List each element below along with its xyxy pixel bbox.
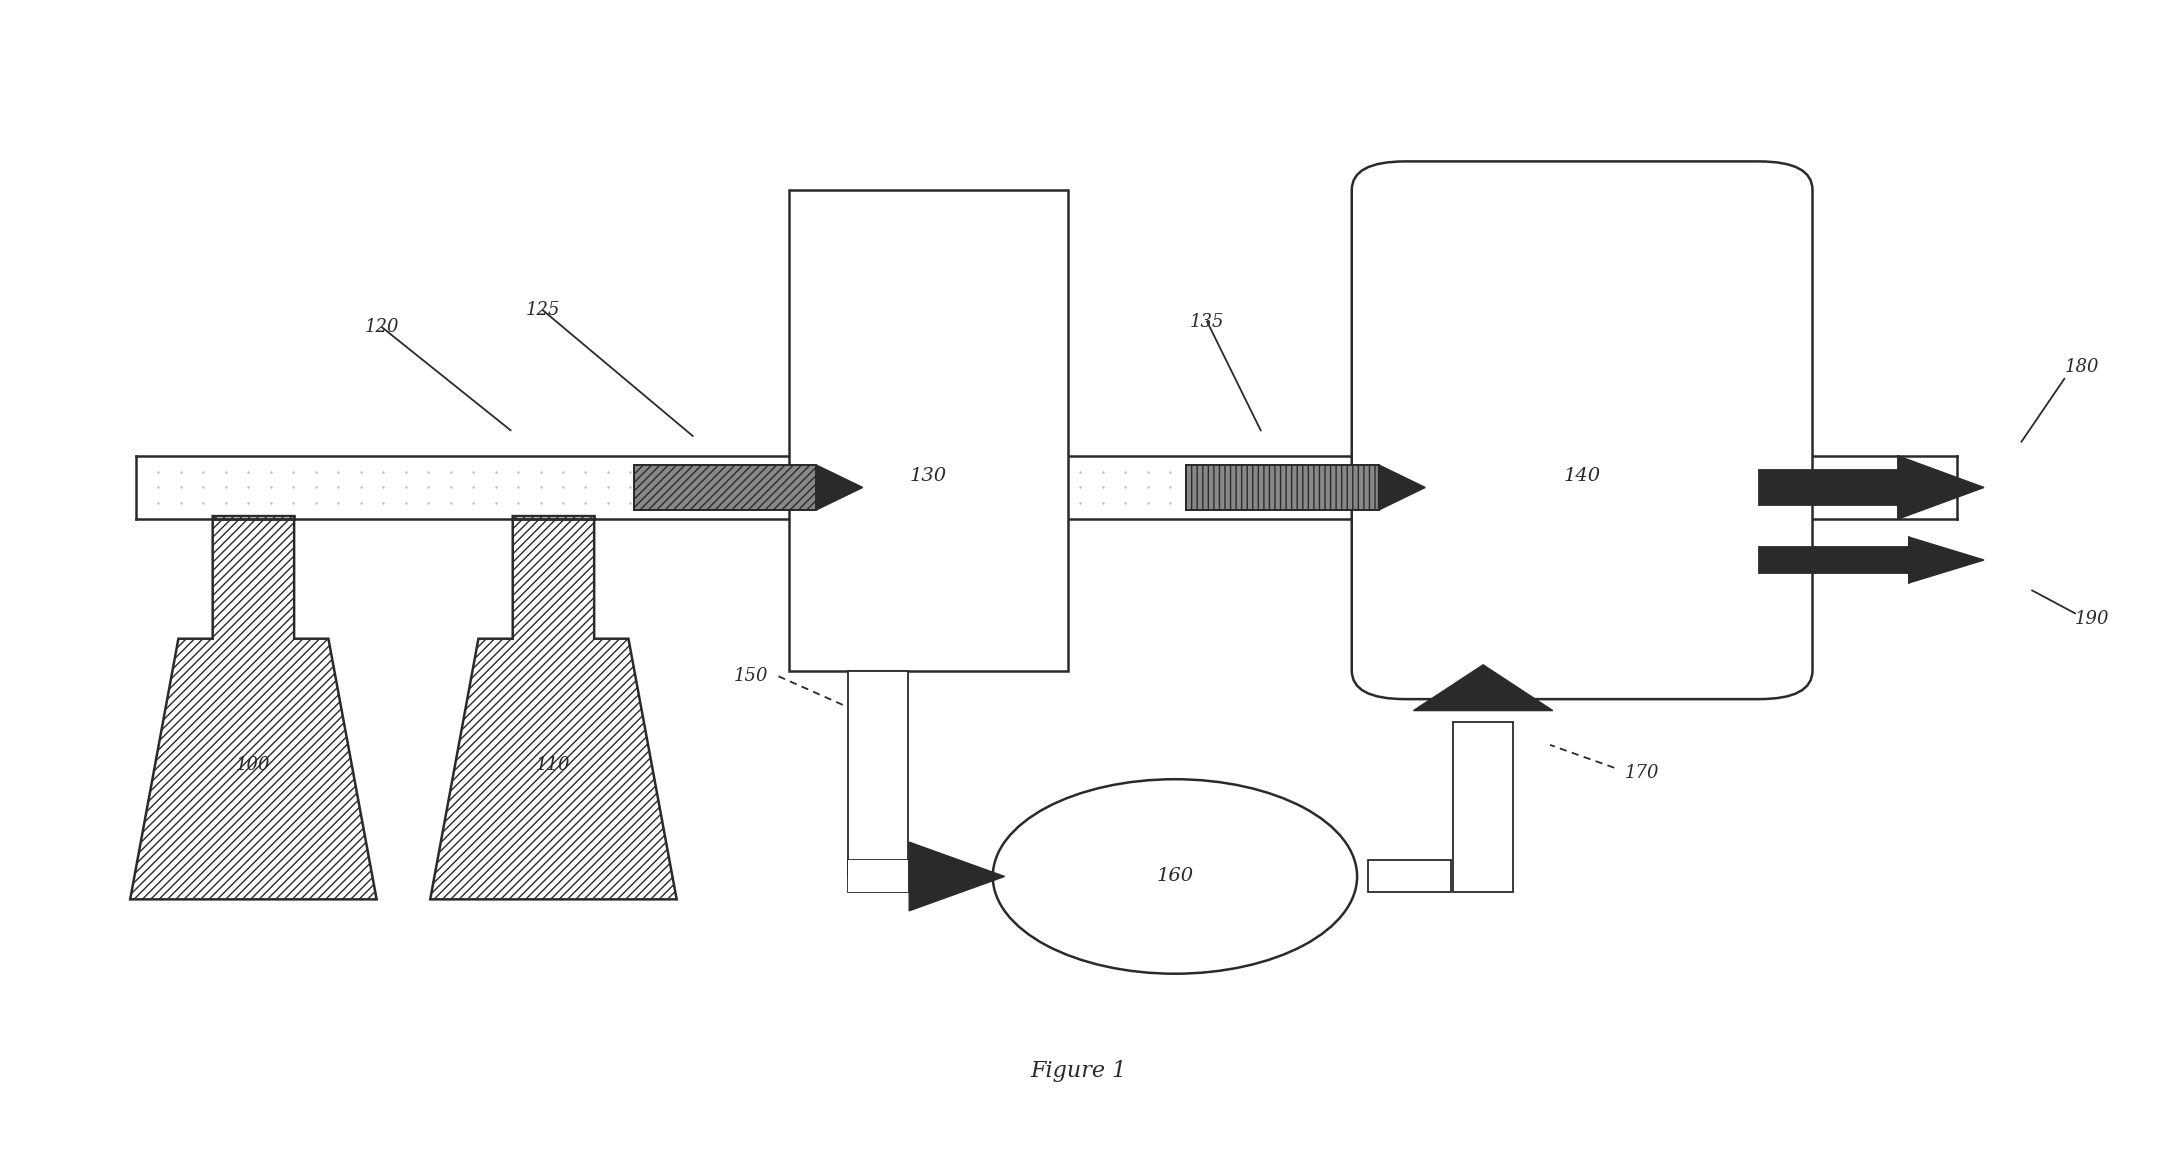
Text: 130: 130 — [910, 467, 947, 485]
Text: 100: 100 — [235, 756, 270, 775]
Polygon shape — [429, 516, 677, 900]
Polygon shape — [1378, 464, 1426, 511]
Bar — [1368, 860, 1452, 893]
Text: 120: 120 — [365, 318, 399, 336]
Text: 190: 190 — [2075, 610, 2110, 628]
Bar — [1186, 464, 1378, 511]
Text: 160: 160 — [1156, 867, 1193, 886]
Text: 150: 150 — [733, 667, 768, 686]
Bar — [848, 860, 908, 893]
Polygon shape — [1898, 456, 1984, 519]
FancyBboxPatch shape — [1352, 161, 1812, 699]
Text: Figure 1: Figure 1 — [1031, 1060, 1126, 1082]
Text: 125: 125 — [526, 301, 561, 320]
Polygon shape — [910, 842, 1005, 911]
Bar — [1454, 723, 1512, 893]
Polygon shape — [129, 516, 377, 900]
Bar — [634, 464, 815, 511]
Bar — [1758, 470, 1898, 505]
Text: 110: 110 — [537, 756, 572, 775]
Text: 140: 140 — [1564, 467, 1600, 485]
Bar — [848, 860, 910, 893]
Bar — [848, 670, 908, 877]
Polygon shape — [815, 464, 863, 511]
Text: 170: 170 — [1624, 764, 1659, 783]
Polygon shape — [1909, 537, 1984, 582]
Text: 135: 135 — [1191, 313, 1225, 330]
Text: 180: 180 — [2064, 358, 2099, 376]
Bar — [1758, 548, 1909, 572]
Bar — [789, 190, 1068, 670]
Polygon shape — [1413, 665, 1553, 711]
